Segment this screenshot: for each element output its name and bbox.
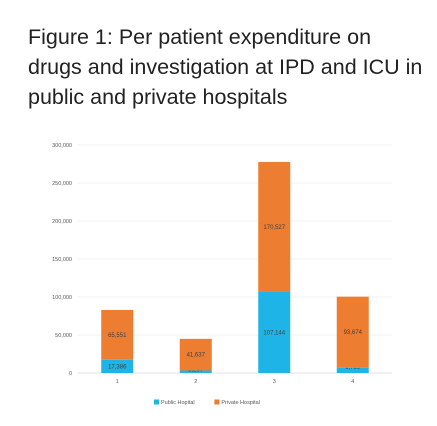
legend-label: Public Hopital (161, 400, 195, 406)
bar-public-2 (179, 370, 212, 373)
bar-private-2 (179, 338, 212, 371)
data-label: 41,637 (187, 353, 206, 359)
y-tick-label: 250,000 (52, 181, 72, 187)
y-axis-ticks: 0 50,000 100,000 150,000 200,000 250,000 300,0… (52, 143, 72, 377)
legend: Public Hopital Private Hospital (154, 399, 260, 406)
figure-title: Figure 1: Per patient expenditure on dru… (28, 25, 423, 109)
x-tick-label: 2 (194, 379, 197, 385)
bar-public-3 (258, 291, 291, 373)
data-label: 17,386 (108, 364, 127, 370)
bar-private-3 (258, 161, 291, 292)
x-tick-label: 3 (273, 379, 276, 385)
y-tick-label: 300,000 (52, 143, 72, 149)
x-tick-label: 4 (351, 379, 354, 385)
bar-public-1 (101, 359, 134, 373)
data-label: 3,297 (188, 367, 204, 373)
x-axis-ticks: 1 2 3 4 (116, 379, 355, 385)
y-tick-label: 150,000 (52, 257, 72, 263)
data-label: 170,527 (263, 225, 285, 231)
bars: 17,38665,5513,29741,637107,144170,5276,7… (101, 161, 369, 373)
data-label: 65,551 (108, 333, 127, 339)
bar-private-1 (101, 309, 134, 360)
bar-public-4 (336, 367, 369, 373)
y-tick-label: 0 (69, 371, 72, 377)
legend-swatch-private (214, 399, 220, 405)
bar-private-4 (336, 296, 369, 368)
data-label: 107,144 (263, 330, 285, 336)
y-tick-label: 50,000 (55, 333, 72, 339)
legend-label: Private Hospital (221, 400, 260, 406)
data-label: 93,674 (344, 330, 363, 336)
x-tick-label: 1 (116, 379, 119, 385)
legend-swatch-public (154, 399, 159, 405)
y-tick-label: 100,000 (52, 295, 72, 301)
y-tick-label: 200,000 (52, 219, 72, 225)
